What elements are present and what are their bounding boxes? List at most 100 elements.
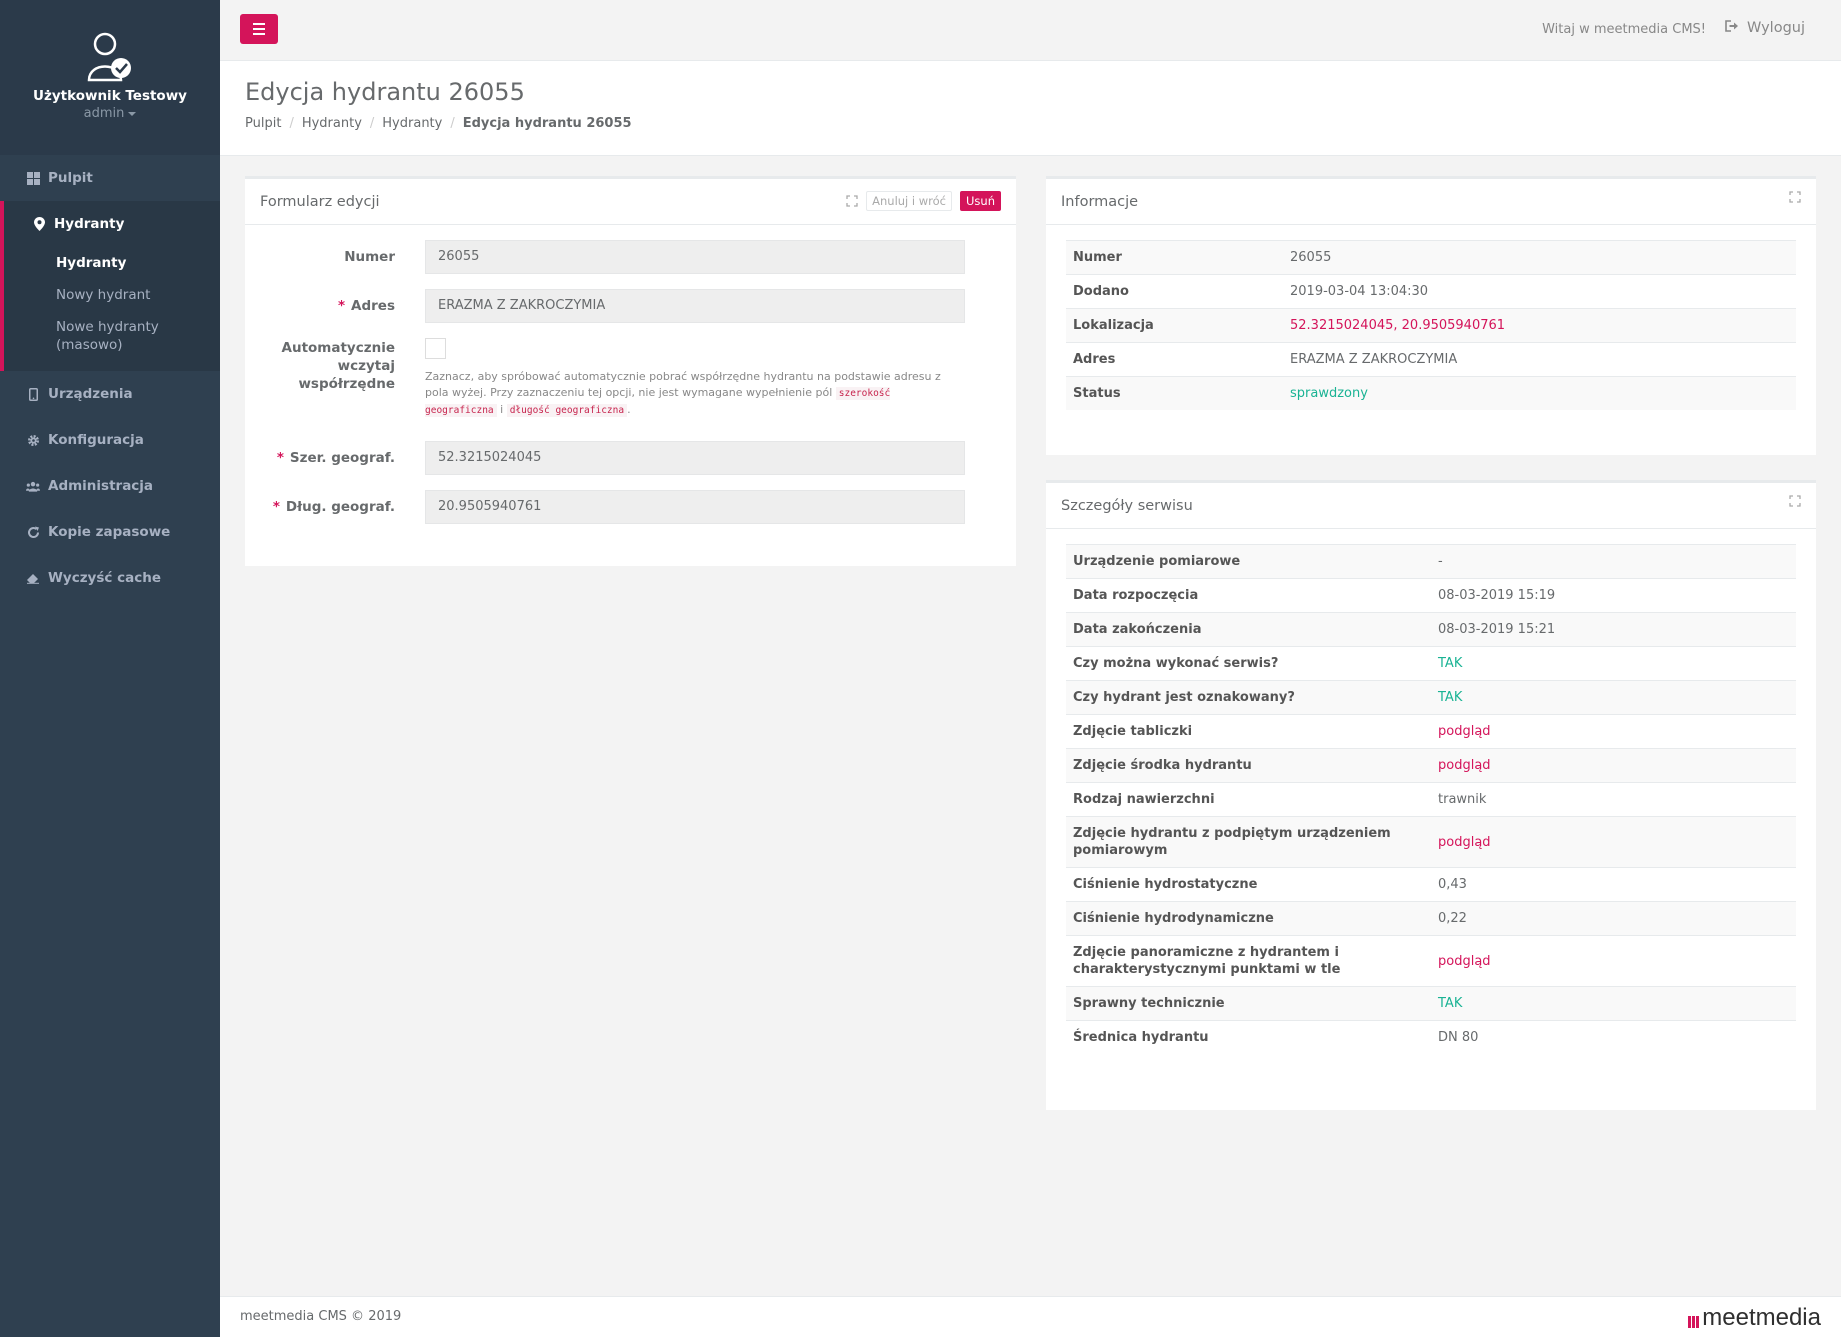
edit-form-panel: Formularz edycji Anuluj i wróć Usuń Nume… — [245, 176, 1016, 566]
table-row: Dodano 2019-03-04 13:04:30 — [1066, 274, 1796, 309]
row-key: Zdjęcie panoramiczne z hydrantem i chara… — [1066, 935, 1431, 987]
info-table: Numer 26055 Dodano 2019-03-04 13:04:30 Lokal… — [1066, 240, 1796, 410]
footer: meetmedia CMS © 2019 meetmedia — [220, 1296, 1841, 1337]
row-key: Status — [1066, 376, 1283, 410]
page-heading: Edycja hydrantu 26055 Pulpit / Hydranty / Hy… — [220, 61, 1841, 156]
brand-bars-icon — [1688, 1316, 1700, 1328]
breadcrumb: Pulpit / Hydranty / Hydranty / Edycja hydrantu… — [245, 116, 632, 131]
sidebar-item-kopie-zapasowe[interactable]: Kopie zapasowe — [0, 509, 220, 555]
row-value-link[interactable]: 52.3215024045, 20.9505940761 — [1283, 308, 1796, 343]
table-row: Zdjęcie panoramiczne z hydrantem i chara… — [1066, 935, 1796, 987]
table-row: Lokalizacja 52.3215024045, 20.9505940761 — [1066, 308, 1796, 343]
brand-logo: meetmedia — [1688, 1304, 1821, 1332]
dlug-input[interactable]: 20.9505940761 — [425, 490, 965, 524]
row-value: ERAZMA Z ZAKROCZYMIA — [1283, 342, 1796, 377]
sidebar-item-label: Wyczyść cache — [48, 570, 161, 586]
service-panel: Szczegóły serwisu Urządzenie pomiarowe - D… — [1046, 480, 1816, 1110]
sidebar-item-wyczysc-cache[interactable]: Wyczyść cache — [0, 555, 220, 601]
sidebar-item-label: Urządzenia — [48, 386, 133, 402]
row-value: TAK — [1431, 986, 1796, 1021]
row-value: DN 80 — [1431, 1020, 1796, 1054]
expand-icon[interactable] — [1789, 191, 1801, 203]
sidebar-subitem-nowe-hydranty-masowo[interactable]: Nowe hydranty (masowo) — [56, 319, 159, 353]
sidebar-item-konfiguracja[interactable]: Konfiguracja — [0, 417, 220, 463]
map-marker-icon — [32, 217, 46, 231]
adres-label-wrap: * Adres — [245, 298, 425, 314]
info-rows: Numer 26055 Dodano 2019-03-04 13:04:30 Lokal… — [1066, 240, 1796, 410]
breadcrumb-item-hydranty[interactable]: Hydranty — [301, 116, 362, 131]
auto-coords-checkbox[interactable] — [425, 338, 446, 359]
table-row: Czy hydrant jest oznakowany? TAK — [1066, 680, 1796, 715]
row-key: Adres — [1066, 342, 1283, 377]
row-key: Dodano — [1066, 274, 1283, 309]
edit-form-title: Formularz edycji — [260, 193, 380, 210]
adres-label: Adres — [351, 298, 395, 314]
row-value: 2019-03-04 13:04:30 — [1283, 274, 1796, 309]
logout-link[interactable]: Wyloguj — [1725, 20, 1805, 36]
required-marker: * — [272, 499, 280, 515]
row-value-link[interactable]: podgląd — [1431, 816, 1796, 868]
row-value: - — [1431, 544, 1796, 579]
footer-copyright: meetmedia CMS © 2019 — [240, 1309, 402, 1324]
service-body: Urządzenie pomiarowe - Data rozpoczęcia 08-… — [1046, 529, 1816, 1069]
field-szer: * Szer. geograf. 52.3215024045 — [245, 441, 1016, 475]
row-value-link[interactable]: podgląd — [1431, 748, 1796, 783]
sidebar-item-pulpit[interactable]: Pulpit — [0, 155, 220, 201]
edit-form-tools: Anuluj i wróć Usuń — [846, 191, 1001, 211]
sidebar-item-hydranty[interactable]: Hydranty — [4, 201, 220, 247]
row-key: Numer — [1066, 240, 1283, 275]
expand-icon[interactable] — [1789, 495, 1801, 507]
row-key: Średnica hydrantu — [1066, 1020, 1431, 1054]
cancel-button[interactable]: Anuluj i wróć — [866, 191, 952, 211]
expand-icon[interactable] — [846, 195, 858, 207]
delete-button[interactable]: Usuń — [960, 191, 1001, 211]
dashboard-icon — [26, 171, 40, 185]
row-key: Czy można wykonać serwis? — [1066, 646, 1431, 681]
sidebar-item-label: Konfiguracja — [48, 432, 144, 448]
table-row: Rodzaj nawierzchni trawnik — [1066, 782, 1796, 817]
field-auto-coords: Automatycznie wczytaj współrzędne Zaznac… — [245, 338, 1016, 419]
row-value: 08-03-2019 15:19 — [1431, 578, 1796, 613]
help-code-longitude: długość geograficzna — [506, 404, 628, 417]
row-key: Zdjęcie hydrantu z podpiętym urządzeniem… — [1066, 816, 1431, 868]
szer-input[interactable]: 52.3215024045 — [425, 441, 965, 475]
row-value: 0,43 — [1431, 867, 1796, 902]
info-body: Numer 26055 Dodano 2019-03-04 13:04:30 Lokal… — [1046, 225, 1816, 425]
row-value: 08-03-2019 15:21 — [1431, 612, 1796, 647]
row-value: 0,22 — [1431, 901, 1796, 936]
table-row: Urządzenie pomiarowe - — [1066, 544, 1796, 579]
row-key: Data zakończenia — [1066, 612, 1431, 647]
row-value: sprawdzony — [1283, 376, 1796, 410]
adres-input[interactable]: ERAZMA Z ZAKROCZYMIA — [425, 289, 965, 323]
eraser-icon — [26, 571, 40, 585]
edit-form-body: Numer 26055 * Adres ERAZMA Z ZAKROCZYMIA … — [245, 225, 1016, 524]
required-marker: * — [337, 298, 346, 314]
menu-toggle-button[interactable] — [240, 14, 278, 44]
row-value: TAK — [1431, 680, 1796, 715]
field-adres: * Adres ERAZMA Z ZAKROCZYMIA — [245, 289, 1016, 323]
row-key: Zdjęcie środka hydrantu — [1066, 748, 1431, 783]
table-row: Adres ERAZMA Z ZAKROCZYMIA — [1066, 342, 1796, 377]
required-marker: * — [276, 450, 284, 466]
row-key: Urządzenie pomiarowe — [1066, 544, 1431, 579]
sidebar-subitem-nowy-hydrant[interactable]: Nowy hydrant — [56, 287, 151, 303]
breadcrumb-item-pulpit[interactable]: Pulpit — [245, 116, 282, 131]
row-key: Ciśnienie hydrodynamiczne — [1066, 901, 1431, 936]
row-key: Zdjęcie tabliczki — [1066, 714, 1431, 749]
numer-label: Numer — [344, 249, 395, 265]
breadcrumb-item-hydranty-list[interactable]: Hydranty — [382, 116, 443, 131]
sidebar: Użytkownik Testowy admin Pulpit Hydranty… — [0, 0, 220, 1337]
user-role-dropdown[interactable]: admin — [0, 106, 220, 121]
sidebar-item-urzadzenia[interactable]: Urządzenia — [0, 371, 220, 417]
service-table: Urządzenie pomiarowe - Data rozpoczęcia 08-… — [1066, 544, 1796, 1054]
sidebar-item-administracja[interactable]: Administracja — [0, 463, 220, 509]
help-end: . — [627, 403, 631, 416]
page-title: Edycja hydrantu 26055 — [245, 78, 525, 106]
row-value-link[interactable]: podgląd — [1431, 714, 1796, 749]
auto-coords-help: Zaznacz, aby spróbować automatycznie pob… — [425, 369, 965, 419]
table-row: Status sprawdzony — [1066, 376, 1796, 410]
row-value-link[interactable]: podgląd — [1431, 935, 1796, 987]
numer-input[interactable]: 26055 — [425, 240, 965, 274]
row-key: Lokalizacja — [1066, 308, 1283, 343]
sidebar-subitem-hydranty[interactable]: Hydranty — [56, 255, 127, 271]
